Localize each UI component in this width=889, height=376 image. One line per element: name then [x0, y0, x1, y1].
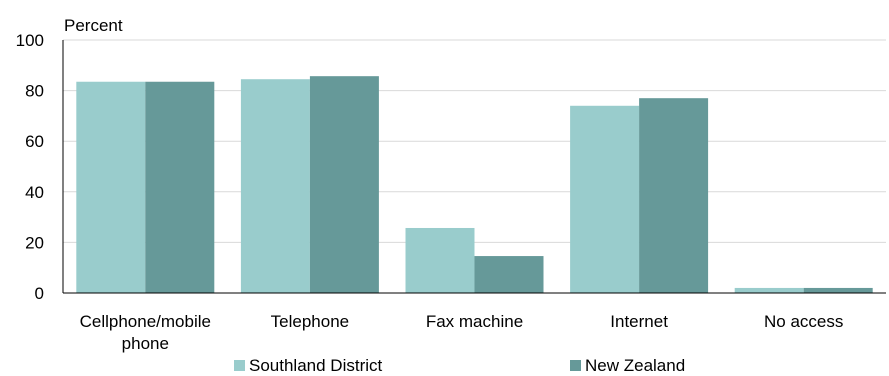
bar-4-1	[803, 287, 873, 293]
x-tick-label-0-line-0: Cellphone/mobile	[80, 312, 211, 331]
y-tick-label-20: 20	[25, 233, 44, 252]
legend: Southland District New Zealand	[234, 356, 685, 375]
y-tick-label-60: 60	[25, 132, 44, 151]
bar-2-0	[405, 227, 475, 293]
bar-0-0	[76, 81, 146, 294]
bar-4-0	[734, 287, 804, 293]
x-tick-label-0-line-1: phone	[122, 334, 169, 353]
bar-1-1	[309, 76, 379, 293]
bars	[76, 76, 873, 294]
legend-swatch-0	[234, 360, 245, 371]
x-tick-label-2: Fax machine	[426, 312, 523, 331]
bar-1-0	[240, 79, 310, 293]
x-tick-label-1: Telephone	[271, 312, 349, 331]
y-tick-label-100: 100	[16, 31, 44, 50]
legend-label-0: Southland District	[249, 356, 383, 375]
x-tick-label-4: No access	[764, 312, 843, 331]
y-tick-label-80: 80	[25, 82, 44, 101]
x-tick-label-3: Internet	[610, 312, 668, 331]
legend-label-1: New Zealand	[585, 356, 685, 375]
y-tick-label-40: 40	[25, 183, 44, 202]
y-axis-label: Percent	[64, 16, 123, 35]
bar-3-1	[639, 98, 709, 293]
bar-2-1	[474, 256, 544, 293]
bar-3-0	[570, 105, 640, 293]
axes: 0 20 40 60 80 100 Cellphone/mobile phone Telepho…	[16, 31, 886, 353]
y-tick-label-0: 0	[35, 284, 44, 303]
legend-swatch-1	[570, 360, 581, 371]
bar-0-1	[145, 81, 215, 294]
